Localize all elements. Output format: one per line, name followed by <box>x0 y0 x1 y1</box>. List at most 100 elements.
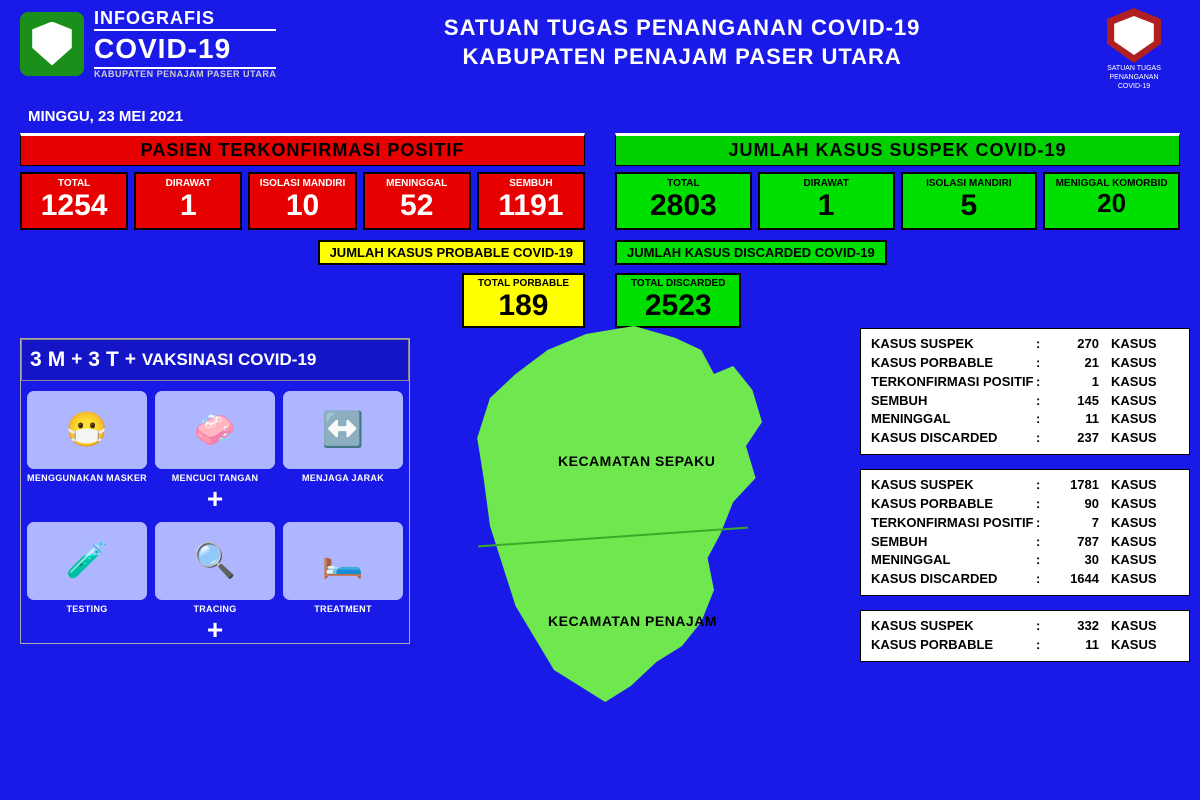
detail-row: KASUS PORBABLE : 90 KASUS <box>871 495 1179 514</box>
treatment-icon: 🛏️ <box>283 522 403 600</box>
plus-separator-1: + <box>21 487 409 512</box>
discarded-value: 2523 <box>631 289 725 323</box>
detail-row: TERKONFIRMASI POSITIF : 7 KASUS <box>871 514 1179 533</box>
detail-box-1: KASUS SUSPEK : 270 KASUS KASUS PORBABLE … <box>860 328 1190 455</box>
probable-banner: JUMLAH KASUS PROBABLE COVID-19 <box>318 240 585 265</box>
testing-cell: 🧪TESTING <box>27 522 147 614</box>
detail-unit: KASUS <box>1103 533 1157 552</box>
detail-key: MENINGGAL <box>871 410 1036 429</box>
suspect-banner: JUMLAH KASUS SUSPEK COVID-19 <box>615 133 1180 166</box>
detail-key: KASUS DISCARDED <box>871 429 1036 448</box>
detail-unit: KASUS <box>1103 617 1157 636</box>
detail-value: 11 <box>1048 636 1103 655</box>
detail-value: 1644 <box>1048 570 1103 589</box>
detail-value: 30 <box>1048 551 1103 570</box>
stats-row: PASIEN TERKONFIRMASI POSITIF TOTAL1254 D… <box>0 133 1200 230</box>
detail-unit: KASUS <box>1103 551 1157 570</box>
detail-unit: KASUS <box>1103 392 1157 411</box>
detail-value: 21 <box>1048 354 1103 373</box>
discarded-box: TOTAL DISCARDED 2523 <box>615 273 741 328</box>
report-date: MINGGU, 23 MEI 2021 <box>0 104 1200 133</box>
detail-row: KASUS SUSPEK : 1781 KASUS <box>871 476 1179 495</box>
garuda-shield-icon <box>1104 8 1164 63</box>
probable-label: TOTAL PORBABLE <box>478 278 569 289</box>
stat-suspek-isolasi: ISOLASI MANDIRI5 <box>901 172 1038 230</box>
positive-column: PASIEN TERKONFIRMASI POSITIF TOTAL1254 D… <box>20 133 585 230</box>
detail-key: KASUS PORBABLE <box>871 354 1036 373</box>
stat-dirawat: DIRAWAT1 <box>134 172 242 230</box>
detail-value: 7 <box>1048 514 1103 533</box>
badge-line1: SATUAN TUGAS <box>1107 65 1161 72</box>
detail-box-2: KASUS SUSPEK : 1781 KASUS KASUS PORBABLE… <box>860 469 1190 596</box>
probable-box: TOTAL PORBABLE 189 <box>462 273 585 328</box>
detail-row: SEMBUH : 787 KASUS <box>871 533 1179 552</box>
title-line1: SATUAN TUGAS PENANGANAN COVID-19 <box>276 14 1088 43</box>
mask-icon: 😷 <box>27 391 147 469</box>
discarded-column: JUMLAH KASUS DISCARDED COVID-19 TOTAL DI… <box>615 240 1180 328</box>
detail-value: 332 <box>1048 617 1103 636</box>
testing-icon: 🧪 <box>27 522 147 600</box>
brand-line3: KABUPATEN PENAJAM PASER UTARA <box>94 69 276 79</box>
protocol-row-3t: 🧪TESTING 🔍TRACING 🛏️TREATMENT <box>21 512 409 618</box>
detail-value: 1 <box>1048 373 1103 392</box>
detail-unit: KASUS <box>1103 636 1157 655</box>
probable-column: JUMLAH KASUS PROBABLE COVID-19 TOTAL POR… <box>20 240 585 328</box>
left-branding: INFOGRAFIS COVID-19 KABUPATEN PENAJAM PA… <box>20 8 276 79</box>
detail-row: KASUS DISCARDED : 237 KASUS <box>871 429 1179 448</box>
stat-suspek-total: TOTAL2803 <box>615 172 752 230</box>
detail-unit: KASUS <box>1103 495 1157 514</box>
map-label-penajam: KECAMATAN PENAJAM <box>548 613 717 629</box>
detail-key: TERKONFIRMASI POSITIF <box>871 373 1036 392</box>
brand-line2: COVID-19 <box>94 29 276 69</box>
detail-key: KASUS PORBABLE <box>871 495 1036 514</box>
header: INFOGRAFIS COVID-19 KABUPATEN PENAJAM PA… <box>0 0 1200 104</box>
suspect-boxes: TOTAL2803 DIRAWAT1 ISOLASI MANDIRI5 MENI… <box>615 172 1180 230</box>
protocol-row-3m: 😷MENGGUNAKAN MASKER 🧼MENCUCI TANGAN ↔️ME… <box>21 381 409 487</box>
stat-suspek-komorbid: MENIGGAL KOMORBID20 <box>1043 172 1180 230</box>
detail-value: 1781 <box>1048 476 1103 495</box>
detail-unit: KASUS <box>1103 514 1157 533</box>
stat-suspek-dirawat: DIRAWAT1 <box>758 172 895 230</box>
region-shield-icon <box>20 12 84 76</box>
map-label-sepaku: KECAMATAN SEPAKU <box>558 453 715 469</box>
detail-row: KASUS PORBABLE : 11 KASUS <box>871 636 1179 655</box>
detail-key: SEMBUH <box>871 392 1036 411</box>
detail-unit: KASUS <box>1103 476 1157 495</box>
map-panel: KECAMATAN SEPAKU KECAMATAN PENAJAM <box>418 338 852 708</box>
plus-separator-2: + <box>21 618 409 643</box>
jarak-cell: ↔️MENJAGA JARAK <box>283 391 403 483</box>
brand-text: INFOGRAFIS COVID-19 KABUPATEN PENAJAM PA… <box>94 8 276 79</box>
detail-key: KASUS SUSPEK <box>871 476 1036 495</box>
detail-key: SEMBUH <box>871 533 1036 552</box>
brand-line1: INFOGRAFIS <box>94 8 276 29</box>
detail-row: MENINGGAL : 11 KASUS <box>871 410 1179 429</box>
cuci-cell: 🧼MENCUCI TANGAN <box>155 391 275 483</box>
badge-line3: COVID-19 <box>1118 83 1150 90</box>
masker-cell: 😷MENGGUNAKAN MASKER <box>27 391 147 483</box>
detail-row: TERKONFIRMASI POSITIF : 1 KASUS <box>871 373 1179 392</box>
detail-box-3: KASUS SUSPEK : 332 KASUS KASUS PORBABLE … <box>860 610 1190 662</box>
treatment-cell: 🛏️TREATMENT <box>283 522 403 614</box>
detail-row: KASUS DISCARDED : 1644 KASUS <box>871 570 1179 589</box>
discarded-label: TOTAL DISCARDED <box>631 278 725 289</box>
detail-row: MENINGGAL : 30 KASUS <box>871 551 1179 570</box>
detail-value: 787 <box>1048 533 1103 552</box>
page-title: SATUAN TUGAS PENANGANAN COVID-19 KABUPAT… <box>276 8 1088 71</box>
detail-key: KASUS PORBABLE <box>871 636 1036 655</box>
probable-value: 189 <box>478 289 569 323</box>
detail-row: KASUS PORBABLE : 21 KASUS <box>871 354 1179 373</box>
stat-total: TOTAL1254 <box>20 172 128 230</box>
detail-row: KASUS SUSPEK : 270 KASUS <box>871 335 1179 354</box>
detail-value: 11 <box>1048 410 1103 429</box>
detail-row: SEMBUH : 145 KASUS <box>871 392 1179 411</box>
tracing-icon: 🔍 <box>155 522 275 600</box>
discarded-banner: JUMLAH KASUS DISCARDED COVID-19 <box>615 240 887 265</box>
detail-unit: KASUS <box>1103 335 1157 354</box>
detail-value: 237 <box>1048 429 1103 448</box>
detail-column: KASUS SUSPEK : 270 KASUS KASUS PORBABLE … <box>860 328 1190 662</box>
taskforce-badge: SATUAN TUGAS PENANGANAN COVID-19 <box>1088 8 1180 100</box>
detail-unit: KASUS <box>1103 570 1157 589</box>
mid-row: JUMLAH KASUS PROBABLE COVID-19 TOTAL POR… <box>0 230 1200 332</box>
badge-line2: PENANGANAN <box>1109 74 1158 81</box>
stat-isolasi: ISOLASI MANDIRI10 <box>248 172 356 230</box>
